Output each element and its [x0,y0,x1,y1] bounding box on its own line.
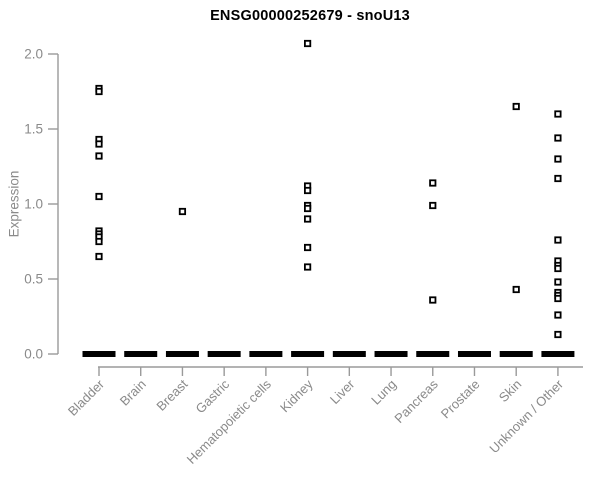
data-point [554,134,562,142]
chart-title: ENSG00000252679 - snoU13 [210,8,410,24]
data-point [95,192,103,201]
data-point [554,278,562,286]
x-category-label: Bladder [65,376,108,419]
data-point [303,39,312,48]
data-point [554,174,562,183]
x-category-label: Gastric [193,376,233,416]
y-tick-label: 2.0 [24,47,43,62]
data-point [178,207,187,216]
data-point [554,110,562,118]
data-point [95,140,103,148]
x-category-label: Liver [327,376,358,407]
data-point [303,215,312,223]
y-tick-label: 1.5 [24,122,43,137]
data-point [303,186,312,195]
data-point [429,296,437,304]
zero-expression-cluster [82,351,116,357]
data-point [554,236,562,244]
x-category-label: Breast [153,376,190,413]
y-tick-label: 1.0 [24,197,43,212]
data-point [95,87,103,96]
x-category-label: Skin [496,377,524,405]
x-category-label: Unknown / Other [486,376,566,456]
zero-expression-cluster [499,351,533,357]
x-category-label: Pancreas [391,376,441,426]
zero-expression-cluster [332,351,366,357]
data-point [554,311,562,319]
data-point [303,263,312,271]
data-point [512,102,520,111]
data-point [429,201,437,210]
data-point [429,179,437,187]
zero-expression-cluster [416,351,450,357]
data-point [95,152,103,160]
y-tick-label: 0.5 [24,272,43,287]
zero-expression-cluster [291,351,325,357]
zero-expression-cluster [207,351,241,357]
data-point [95,237,103,246]
x-category-label: Brain [117,377,149,409]
data-point [95,252,103,261]
zero-expression-cluster [165,351,199,357]
x-category-label: Prostate [438,377,483,422]
data-point [554,155,562,163]
zero-expression-cluster [457,351,491,357]
data-point [554,264,562,273]
data-point [303,243,312,252]
x-category-label: Lung [368,377,399,408]
data-point [554,330,562,339]
data-point [512,285,520,294]
y-tick-label: 0.0 [24,347,43,362]
zero-expression-cluster [124,351,158,357]
x-category-label: Kidney [277,376,316,415]
zero-expression-cluster [541,351,575,357]
data-point [303,204,312,213]
zero-expression-cluster [374,351,408,357]
data-point [554,294,562,303]
zero-expression-cluster [249,351,283,357]
